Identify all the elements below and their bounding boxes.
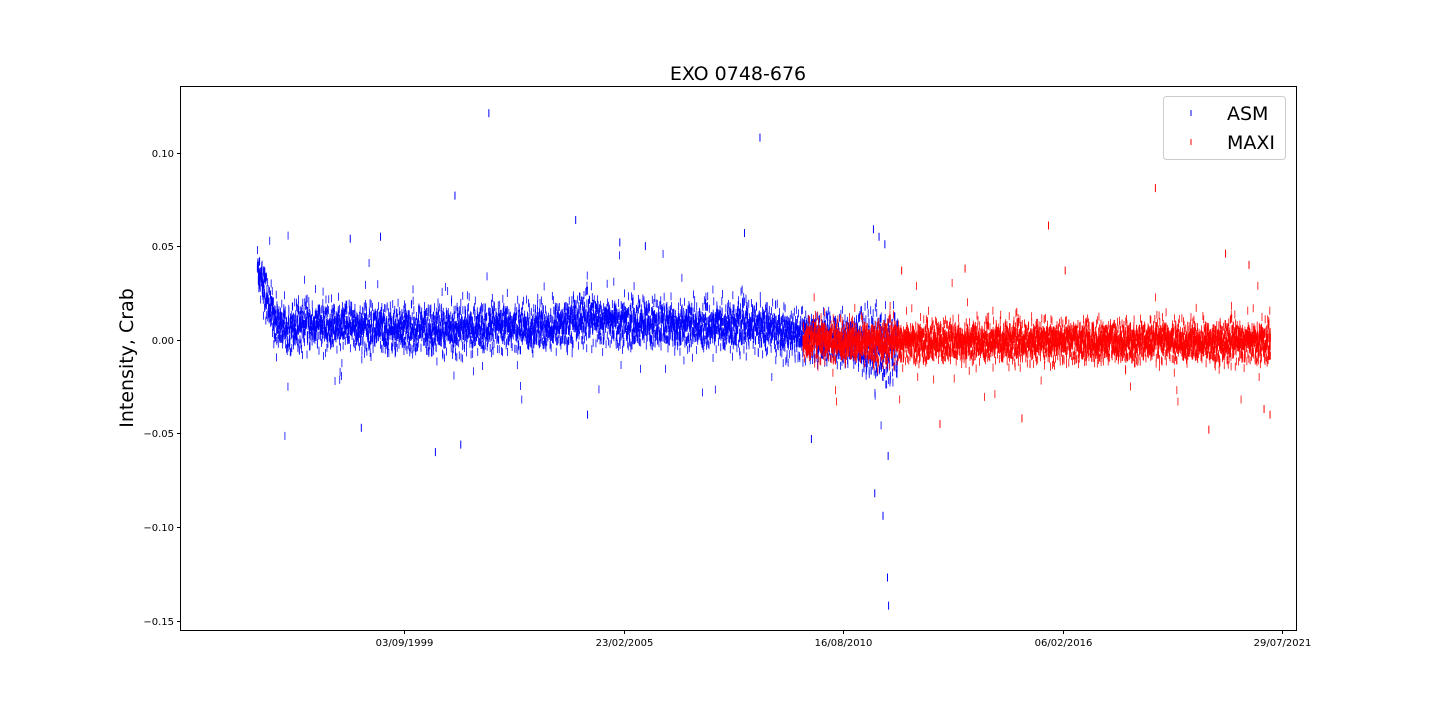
series-asm: [256, 109, 899, 610]
chart-title: EXO 0748-676: [670, 63, 806, 85]
plot-points-layer: [256, 109, 1271, 610]
y-axis-label: Intensity, Crab: [116, 288, 138, 428]
